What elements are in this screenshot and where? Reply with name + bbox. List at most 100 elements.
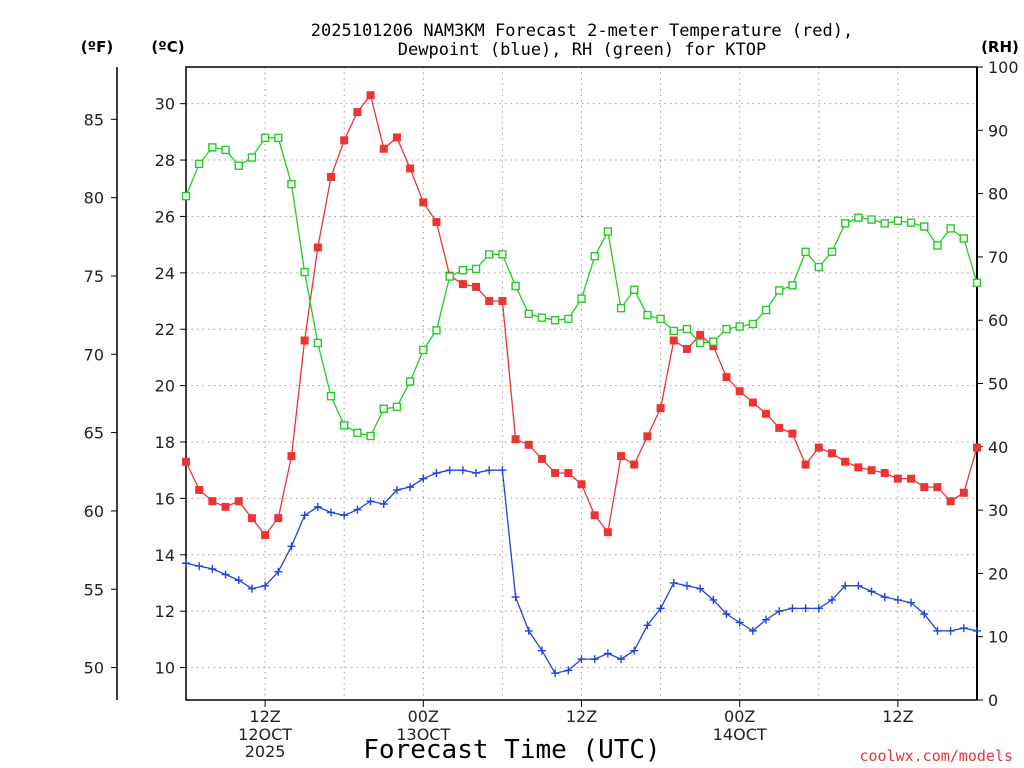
data-point xyxy=(775,286,784,295)
data-point xyxy=(326,391,336,401)
series-line xyxy=(185,469,978,674)
data-point xyxy=(353,505,362,514)
data-point xyxy=(880,469,889,478)
data-point xyxy=(880,593,889,602)
data-series xyxy=(181,91,982,678)
data-point xyxy=(933,241,942,250)
grid-lines xyxy=(186,67,977,700)
data-point xyxy=(827,247,837,257)
data-point xyxy=(669,336,678,345)
data-point xyxy=(445,466,454,475)
celsius-tick-label: 22 xyxy=(155,320,175,339)
fahrenheit-tick-label: 55 xyxy=(84,580,104,599)
data-point xyxy=(234,161,243,170)
data-point xyxy=(221,570,230,579)
data-point xyxy=(260,133,270,143)
data-point xyxy=(247,584,256,593)
x-date-label: 2025 xyxy=(245,742,286,761)
data-point xyxy=(181,191,191,201)
data-point xyxy=(946,497,955,506)
data-point xyxy=(682,324,692,334)
data-point xyxy=(788,604,797,613)
data-point xyxy=(827,449,836,458)
data-point xyxy=(959,234,969,243)
data-point xyxy=(247,514,256,523)
data-point xyxy=(194,159,204,169)
data-point xyxy=(313,338,323,348)
celsius-tick-label: 24 xyxy=(155,264,175,283)
data-point xyxy=(814,604,823,613)
data-point xyxy=(946,224,955,233)
data-point xyxy=(366,431,375,441)
data-point xyxy=(946,626,955,635)
celsius-tick-label: 20 xyxy=(155,377,175,396)
data-point xyxy=(643,310,652,320)
data-point xyxy=(920,483,929,492)
data-point xyxy=(854,463,863,472)
data-point xyxy=(419,345,428,355)
data-point xyxy=(472,469,481,478)
data-point xyxy=(827,595,836,604)
data-point xyxy=(735,618,744,627)
data-point xyxy=(814,443,823,452)
credit-text: coolwx.com/models xyxy=(859,747,1013,765)
celsius-tick-label: 30 xyxy=(155,95,175,114)
data-point xyxy=(762,615,771,624)
fahrenheit-unit-label: (ºF) xyxy=(81,38,113,56)
data-point xyxy=(788,429,797,438)
data-point xyxy=(643,432,652,441)
data-point xyxy=(392,402,402,412)
data-point xyxy=(366,91,375,100)
data-point xyxy=(564,314,573,324)
data-point xyxy=(498,466,507,475)
data-point xyxy=(722,324,731,334)
data-point xyxy=(907,474,916,483)
data-point xyxy=(867,587,876,596)
data-point xyxy=(907,598,916,607)
data-point xyxy=(234,576,243,585)
rh-tick-label: 50 xyxy=(988,375,1008,394)
data-point xyxy=(274,133,283,143)
data-point xyxy=(867,466,876,475)
rh-tick-label: 0 xyxy=(988,691,998,710)
x-date-label: 14OCT xyxy=(713,725,767,744)
data-point xyxy=(761,305,771,315)
data-point xyxy=(524,309,533,319)
data-point xyxy=(867,215,876,224)
data-point xyxy=(841,581,850,590)
data-point xyxy=(841,457,850,466)
celsius-tick-label: 26 xyxy=(155,207,175,226)
data-point xyxy=(261,581,270,590)
data-point xyxy=(182,559,190,568)
data-point xyxy=(577,655,586,664)
data-point xyxy=(893,474,902,483)
data-point xyxy=(327,172,336,181)
data-point xyxy=(682,581,691,590)
data-point xyxy=(775,607,784,616)
data-point xyxy=(709,595,718,604)
data-point xyxy=(261,531,270,540)
data-point xyxy=(973,626,981,635)
x-axis-title: Forecast Time (UTC) xyxy=(363,735,660,765)
data-point xyxy=(656,404,665,413)
data-point xyxy=(959,624,968,633)
data-point xyxy=(406,483,415,492)
data-point xyxy=(379,500,388,509)
x-tick-label: 00Z xyxy=(724,707,755,726)
data-point xyxy=(696,584,705,593)
data-point xyxy=(577,294,586,303)
data-point xyxy=(920,610,929,619)
celsius-tick-label: 14 xyxy=(155,546,175,565)
celsius-tick-label: 16 xyxy=(155,489,175,508)
data-point xyxy=(801,460,810,469)
data-point xyxy=(524,440,533,449)
data-point xyxy=(274,514,283,523)
data-point xyxy=(603,227,613,236)
x-tick-label: 12Z xyxy=(249,707,280,726)
data-point xyxy=(643,621,652,630)
rh-tick-label: 80 xyxy=(988,185,1008,204)
data-point xyxy=(762,409,771,418)
rh-tick-label: 90 xyxy=(988,121,1008,140)
rh-tick-label: 70 xyxy=(988,248,1008,267)
